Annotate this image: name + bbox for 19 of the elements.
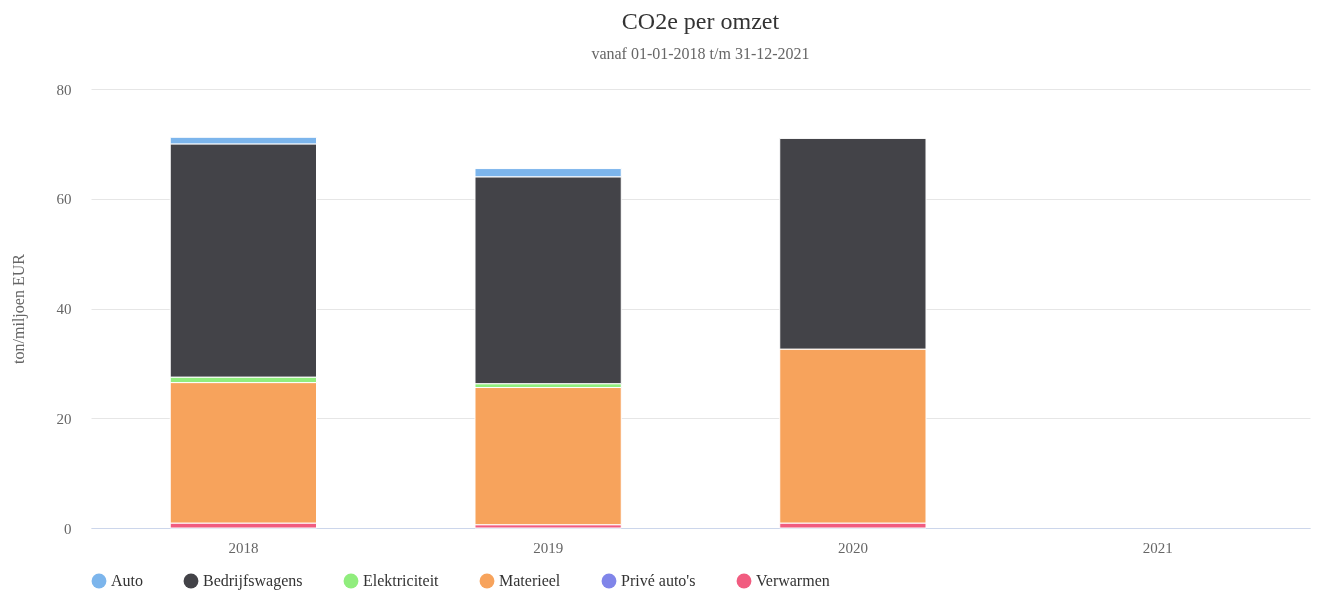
legend-label: Bedrijfswagens: [203, 572, 303, 590]
legend-label: Materieel: [499, 572, 561, 589]
chart-title: CO2e per omzet: [621, 8, 780, 34]
legend-label: Privé auto's: [621, 572, 696, 589]
y-tick-label: 60: [56, 191, 72, 208]
x-tick-label: 2020: [837, 539, 868, 556]
legend-label: Elektriciteit: [363, 572, 440, 589]
x-tick-label: 2021: [1142, 539, 1173, 556]
y-axis-title: ton/miljoen EUR: [9, 253, 28, 364]
x-tick-label: 2019: [533, 539, 564, 556]
y-tick-label: 20: [56, 410, 72, 427]
bar: [474, 387, 622, 526]
chart-subtitle: vanaf 01-01-2018 t/m 31-12-2021: [591, 45, 810, 62]
y-tick-label: 0: [64, 520, 72, 537]
y-tick-label: 40: [56, 301, 72, 317]
y-tick-label: 80: [56, 81, 72, 98]
x-tick-label: 2018: [228, 539, 259, 556]
legend-label: Verwarmen: [756, 572, 830, 589]
legend-label: Auto: [111, 572, 143, 589]
